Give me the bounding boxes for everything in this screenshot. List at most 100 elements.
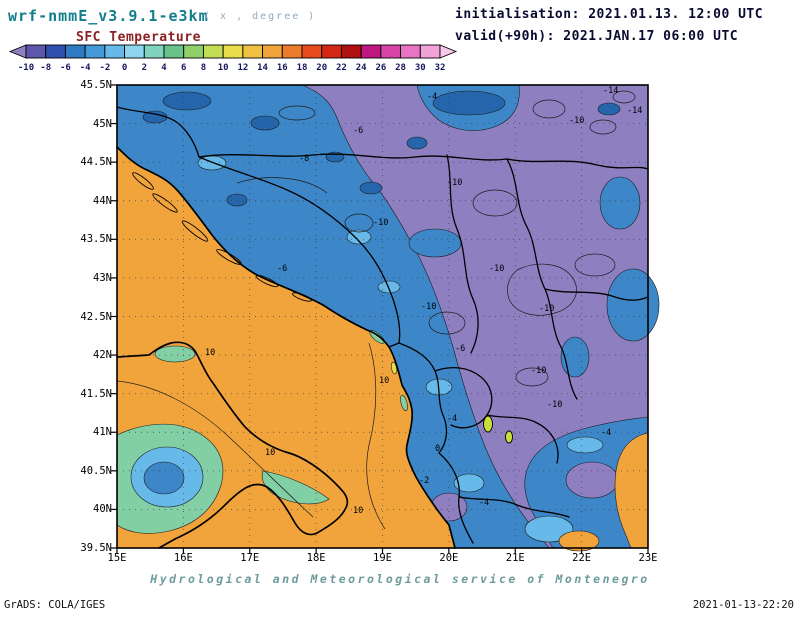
colorbar-tick-label: 30 bbox=[415, 63, 426, 73]
mild-pocket bbox=[453, 473, 485, 493]
lake-warm-spot bbox=[505, 430, 513, 444]
y-axis-tick-label: 45N bbox=[93, 117, 112, 130]
colorbar-segment bbox=[163, 44, 185, 59]
colorbar-tick-label: 10 bbox=[218, 63, 229, 73]
island bbox=[181, 220, 209, 242]
colorbar-tick-label: 22 bbox=[336, 63, 347, 73]
contour-label: -6 bbox=[353, 126, 363, 136]
colorbar-segment bbox=[301, 44, 323, 59]
temperature-map: -14 -14 -10 -4 -6 -8 -10 -10 -6 -10 -10 -10 -6 -10 -10… bbox=[111, 84, 660, 554]
grads-credit: GrADS: COLA/IGES bbox=[4, 599, 106, 611]
southeast-warm-strip bbox=[614, 432, 649, 549]
color-scale-bar: -10 -8 -6 -4 -2 0 2 4 6 8 10 12 14 16 18 20 22 24 26 28 30 32 bbox=[8, 44, 458, 73]
cold-pocket bbox=[162, 91, 212, 111]
x-axis-tick-label: 19E bbox=[373, 552, 392, 564]
contour-labels: -14 -14 -10 -4 -6 -8 -10 -10 -6 -10 -10 -10 -6 -10 -10… bbox=[205, 86, 642, 516]
colorbar-segment bbox=[262, 44, 283, 59]
x-axis-tick-label: 15E bbox=[107, 552, 127, 564]
colorbar-segment bbox=[45, 44, 66, 59]
gargano-green-patch bbox=[154, 345, 196, 363]
island bbox=[132, 172, 154, 190]
colorbar-segment bbox=[281, 44, 303, 59]
colorbar-tick-label: 28 bbox=[395, 63, 406, 73]
colorbar-tick-label: 4 bbox=[161, 63, 167, 73]
colorbar-tick-label: -2 bbox=[99, 63, 110, 73]
island bbox=[152, 193, 178, 213]
cold-pocket bbox=[325, 151, 345, 163]
colorbar-segment bbox=[400, 44, 421, 59]
contour-label: -4 bbox=[447, 414, 457, 424]
italy-coastline bbox=[116, 341, 349, 549]
cold-pocket bbox=[250, 115, 280, 131]
contour-label: -10 bbox=[447, 178, 462, 188]
cold-pocket bbox=[406, 136, 428, 150]
colorbar-tick-label: 12 bbox=[237, 63, 248, 73]
balkan-coastline bbox=[116, 146, 456, 549]
y-axis-tick-label: 41.5N bbox=[80, 387, 112, 400]
y-axis-tick-label: 40.5N bbox=[80, 464, 112, 477]
south-mild-patch bbox=[566, 436, 604, 454]
contour-label: -10 bbox=[547, 400, 562, 410]
mild-pocket bbox=[377, 280, 401, 294]
x-axis-tick-label: 21E bbox=[505, 552, 525, 564]
mild-pocket bbox=[346, 229, 372, 245]
colorbar-segment bbox=[183, 44, 204, 59]
colorbar-tick-label: 6 bbox=[181, 63, 186, 73]
extra-isotherms bbox=[116, 90, 636, 530]
cold-pocket bbox=[597, 102, 621, 116]
colorbar-right-arrow bbox=[439, 44, 458, 59]
contour-label: -6 bbox=[277, 264, 287, 274]
contour-label: -10 bbox=[489, 264, 504, 274]
y-axis-tick-label: 39.5N bbox=[80, 542, 112, 554]
y-axis-tick-label: 44.5N bbox=[80, 156, 112, 169]
coastal-green-sliver bbox=[400, 394, 408, 412]
legend-title: SFC Temperature bbox=[76, 30, 201, 45]
contour-label: -10 bbox=[373, 218, 388, 228]
contour-label: -10 bbox=[531, 366, 546, 376]
contour-label: -6 bbox=[455, 344, 465, 354]
colorbar-segment bbox=[340, 44, 362, 59]
colorbar-left-arrow bbox=[8, 44, 27, 59]
salento-green-strip bbox=[261, 470, 330, 505]
italy-cold-patches bbox=[116, 330, 408, 534]
contour-label: -10 bbox=[569, 116, 584, 126]
model-title: wrf-nmmE_v3.9.1-e3km bbox=[8, 7, 209, 25]
contour-label: -2 bbox=[419, 476, 429, 486]
y-axis-tick-label: 42N bbox=[93, 349, 112, 362]
colorbar-tick-label: -6 bbox=[60, 63, 71, 73]
colorbar-tick-label: -10 bbox=[18, 63, 34, 73]
contour-label: -4 bbox=[601, 428, 611, 438]
colorbar-tick-label: 8 bbox=[201, 63, 206, 73]
colorbar-segment bbox=[64, 44, 86, 59]
y-axis-tick-label: 43N bbox=[93, 271, 112, 284]
contour-label: -10 bbox=[539, 304, 554, 314]
colorbar-tick-label: 24 bbox=[356, 63, 367, 73]
central-blue-patch bbox=[408, 228, 462, 258]
south-mild-patch bbox=[524, 515, 574, 543]
cold-pocket bbox=[359, 181, 383, 195]
colorbar-segment bbox=[419, 44, 441, 59]
contour-label: 10 bbox=[379, 376, 389, 386]
y-axis-tick-label: 41N bbox=[93, 426, 112, 439]
x-axis-tick-label: 17E bbox=[240, 552, 260, 564]
contour-label: -14 bbox=[627, 106, 642, 116]
x-axis-tick-label: 20E bbox=[439, 552, 459, 564]
colorbar-segment bbox=[242, 44, 264, 59]
contour-label: -4 bbox=[479, 498, 489, 508]
colorbar-segment bbox=[360, 44, 382, 59]
colorbar-tick-label: 20 bbox=[316, 63, 327, 73]
colorbar-segment bbox=[84, 44, 106, 59]
map-frame bbox=[116, 84, 649, 549]
east-blue-patch bbox=[606, 268, 660, 342]
contour-label: -8 bbox=[299, 154, 309, 164]
colorbar-segment bbox=[124, 44, 145, 59]
country-borders bbox=[116, 106, 649, 544]
colorbar-segment bbox=[25, 44, 47, 59]
model-units-note: ( x , degree ) bbox=[204, 11, 317, 22]
colorbar-tick-label: 2 bbox=[142, 63, 147, 73]
contour-label: 10 bbox=[205, 348, 215, 358]
y-axis-tick-label: 40N bbox=[93, 503, 112, 516]
axis-ticks bbox=[111, 84, 649, 554]
lake-warm-spot bbox=[483, 415, 493, 433]
mountain-lakes bbox=[483, 415, 513, 444]
